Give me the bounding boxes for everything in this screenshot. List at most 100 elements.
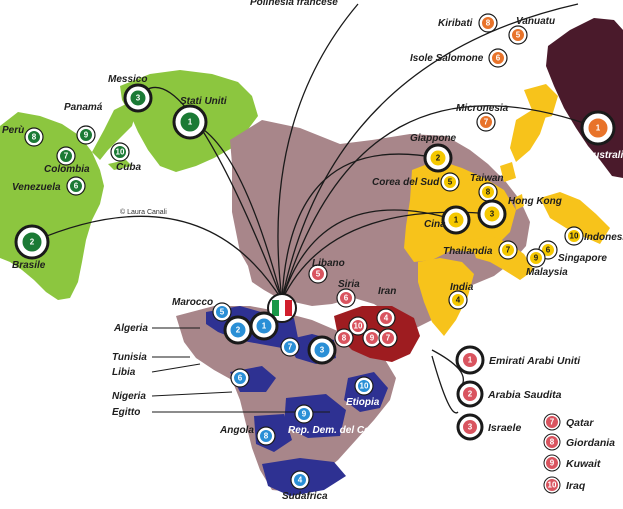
label-cuba: Cuba — [116, 162, 141, 173]
marker-number: 9 — [84, 131, 89, 140]
marker-number: 8 — [264, 432, 269, 441]
legend: 1 Emirati Arabi Uniti 2 Arabia Saudita 3 Isra… — [455, 345, 615, 494]
marker-number: 1 — [596, 124, 601, 133]
marker-marocco: 5 — [212, 302, 232, 322]
marker-number: 10 — [354, 322, 363, 331]
marker-cuba: 10 — [110, 142, 130, 162]
marker-peru: 8 — [24, 127, 44, 147]
marker-number: 9 — [534, 254, 539, 263]
marker-number: 5 — [316, 270, 321, 279]
label-iran: Iran — [378, 286, 396, 297]
marker-indonesia: 10 — [564, 226, 584, 246]
marker-micronesia: 7 — [476, 112, 496, 132]
label-colombia: Colombia — [44, 164, 90, 175]
marker-number: 4 — [384, 314, 389, 323]
region-taiwan — [514, 194, 524, 210]
marker-number: 7 — [506, 246, 511, 255]
legend-label: Arabia Saudita — [487, 389, 562, 401]
region-central-america — [92, 104, 136, 160]
marker-me-8: 8 — [334, 328, 354, 348]
label-thailandia: Thailandia — [443, 246, 493, 257]
marker-number: 5 — [220, 308, 225, 317]
label-isole-salomone: Isole Salomone — [410, 53, 484, 64]
marker-india: 4 — [448, 290, 468, 310]
marker-giappone: 2 — [423, 143, 453, 173]
marker-number: 6 — [496, 54, 501, 63]
legend-number: 8 — [550, 438, 555, 447]
label-libia: Libia — [112, 367, 136, 378]
marker-corea-del-sud: 5 — [440, 172, 460, 192]
marker-siria: 6 — [336, 288, 356, 308]
legend-item: 3 Israele — [456, 413, 521, 441]
marker-number: 1 — [454, 216, 459, 225]
marker-number: 10 — [360, 382, 369, 391]
legend-label: Israele — [488, 422, 521, 434]
region-japan — [510, 110, 546, 162]
region-indonesia — [540, 192, 610, 244]
marker-number: 3 — [320, 346, 325, 355]
label-messico: Messico — [108, 74, 147, 85]
legend-number: 1 — [468, 356, 473, 365]
marker-number: 9 — [302, 410, 307, 419]
marker-libia: 7 — [280, 337, 300, 357]
marker-number: 9 — [370, 334, 375, 343]
marker-number: 5 — [516, 31, 521, 40]
marker-number: 2 — [236, 326, 241, 335]
legend-item: 9 Kuwait — [543, 454, 601, 472]
legend-number: 9 — [550, 459, 555, 468]
legend-item: 2 Arabia Saudita — [456, 380, 562, 408]
label-tunisia: Tunisia — [112, 352, 147, 363]
label-polinesia-francese: Polinesia francese — [250, 0, 338, 8]
marker-number: 6 — [546, 246, 551, 255]
label-malaysia: Malaysia — [526, 267, 568, 278]
label-corea-del-sud: Corea del Sud — [372, 177, 440, 188]
marker-kiribati: 8 — [478, 13, 498, 33]
label-angola: Angola — [219, 425, 254, 436]
marker-vanuatu: 5 — [508, 25, 528, 45]
region-congo — [284, 394, 346, 438]
marker-colombia: 7 — [56, 146, 76, 166]
label-siria: Siria — [338, 279, 360, 290]
legend-label: Emirati Arabi Uniti — [489, 355, 581, 367]
marker-isole-salomone: 6 — [488, 48, 508, 68]
marker-me-9: 9 — [362, 328, 382, 348]
italy-flag-icon — [267, 293, 297, 323]
marker-number: 8 — [486, 188, 491, 197]
label-egitto: Egitto — [112, 407, 140, 418]
marker-number: 7 — [288, 343, 293, 352]
marker-me-7: 7 — [378, 328, 398, 348]
marker-number: 8 — [486, 19, 491, 28]
marker-number: 6 — [238, 374, 243, 383]
marker-number: 2 — [30, 238, 35, 247]
label-hong-kong: Hong Kong — [508, 196, 562, 207]
marker-stati-uniti: 1 — [172, 104, 208, 140]
label-sudafrica: Sudafrica — [282, 491, 328, 502]
marker-number: 7 — [386, 334, 391, 343]
region-southeast-asia — [470, 236, 534, 280]
label-nigeria: Nigeria — [112, 391, 146, 402]
marker-number: 8 — [32, 133, 37, 142]
marker-rd-congo: 9 — [294, 404, 314, 424]
marker-number: 10 — [570, 232, 579, 241]
label-taiwan: Taiwan — [470, 173, 504, 184]
marker-thailandia: 7 — [498, 240, 518, 260]
marker-number: 4 — [456, 296, 461, 305]
marker-sudafrica: 4 — [290, 470, 310, 490]
marker-number: 1 — [188, 118, 193, 127]
marker-angola: 8 — [256, 426, 276, 446]
label-kiribati: Kiribati — [438, 18, 473, 29]
legend-item: 10 Iraq — [543, 476, 586, 494]
marker-number: 1 — [262, 322, 267, 331]
legend-label: Iraq — [566, 480, 586, 492]
label-indonesia: Indonesia — [584, 232, 623, 243]
region-india — [418, 258, 474, 336]
label-brasile: Brasile — [12, 260, 46, 271]
region-korea — [500, 162, 516, 182]
label-venezuela: Venezuela — [12, 182, 61, 193]
marker-number: 6 — [74, 182, 79, 191]
label-panama: Panamá — [64, 102, 103, 113]
legend-label: Kuwait — [566, 458, 601, 470]
